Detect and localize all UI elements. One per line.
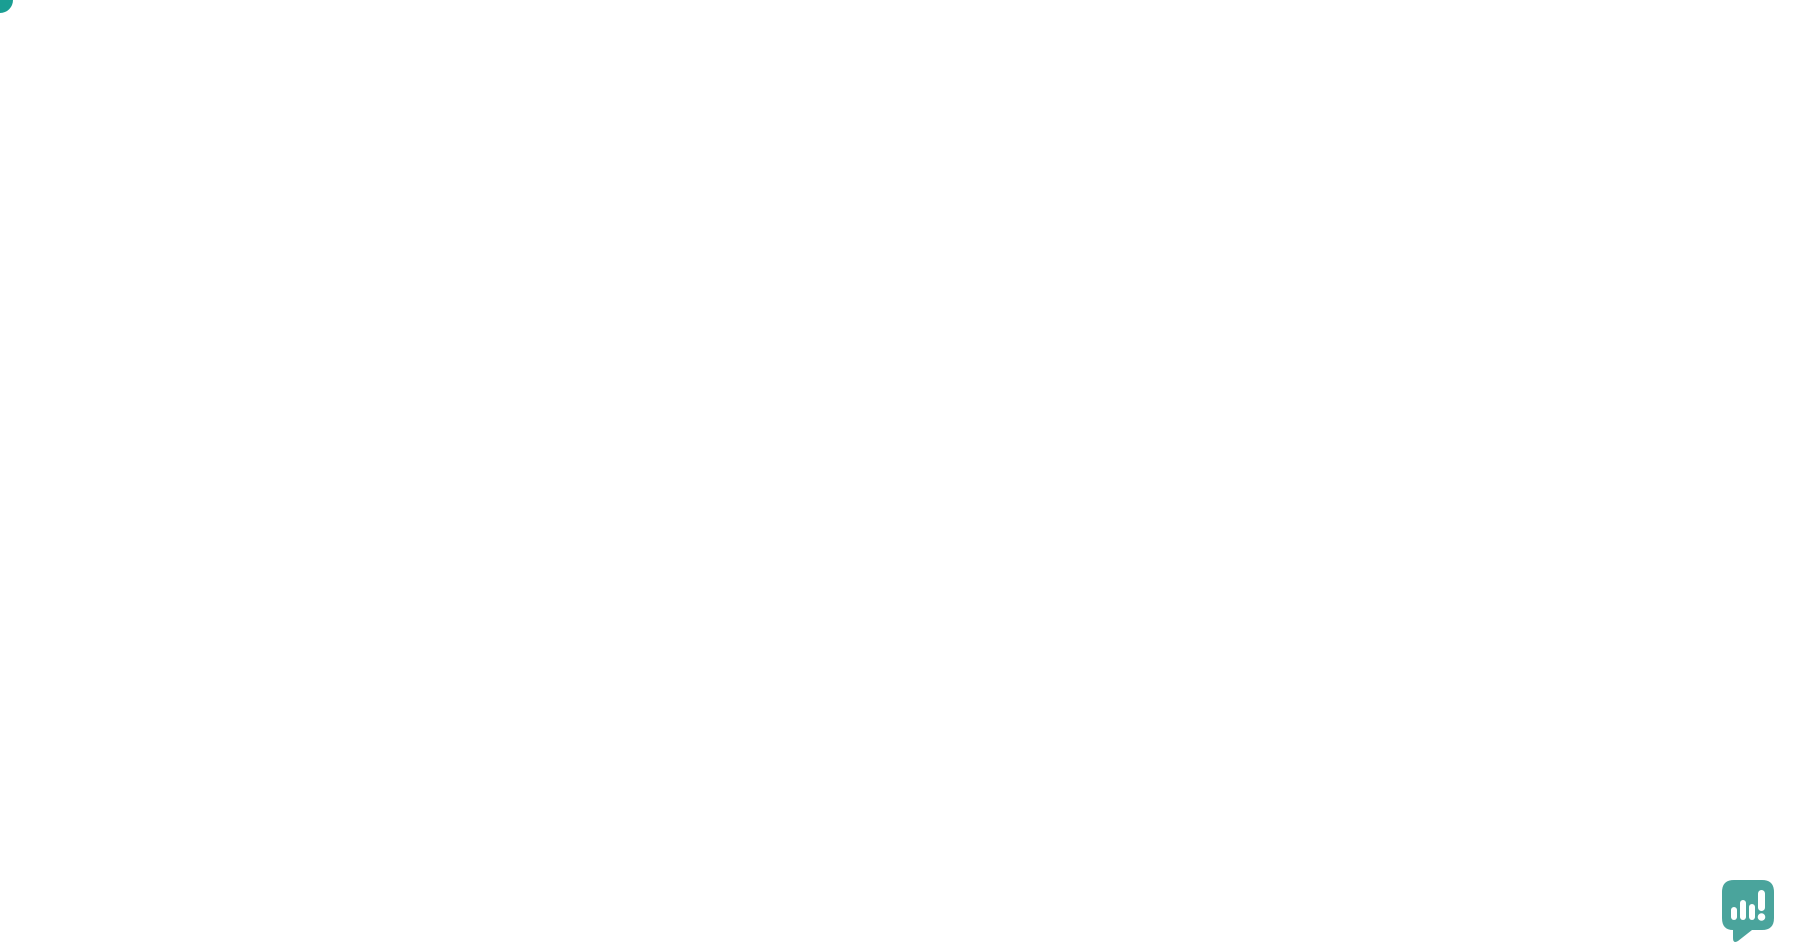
- newsworthy-logo-icon: [1722, 880, 1774, 942]
- newsworthy-logo: [1722, 880, 1792, 942]
- exclamation-dot: [1757, 913, 1766, 921]
- youth-end-dot: [0, 0, 13, 13]
- exclamation-bar: [1758, 890, 1765, 911]
- bar-chart-glyphs: [1731, 890, 1766, 921]
- speech-bubble-shape: [1722, 880, 1774, 942]
